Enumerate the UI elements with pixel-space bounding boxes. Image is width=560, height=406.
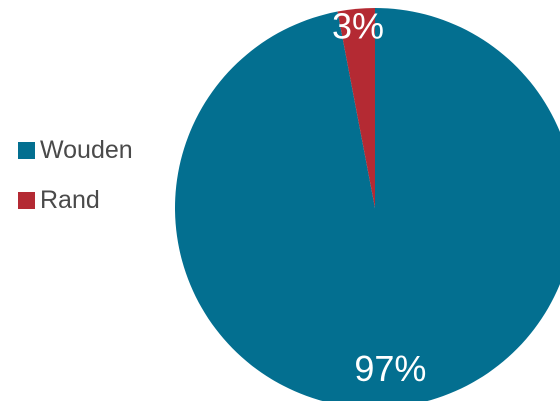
pie-slice-rand: [337, 8, 375, 208]
legend-item-rand: Rand: [18, 185, 133, 214]
legend-swatch-wouden: [18, 141, 35, 159]
data-label-wouden: 97%: [354, 348, 426, 389]
legend-label-wouden: Wouden: [40, 135, 133, 164]
pie-slice-wouden: [175, 8, 560, 406]
legend-label-rand: Rand: [40, 185, 100, 214]
data-label-rand: 3%: [332, 5, 384, 46]
chart-legend: Wouden Rand: [18, 135, 133, 237]
legend-item-wouden: Wouden: [18, 135, 133, 164]
legend-swatch-rand: [18, 191, 35, 209]
